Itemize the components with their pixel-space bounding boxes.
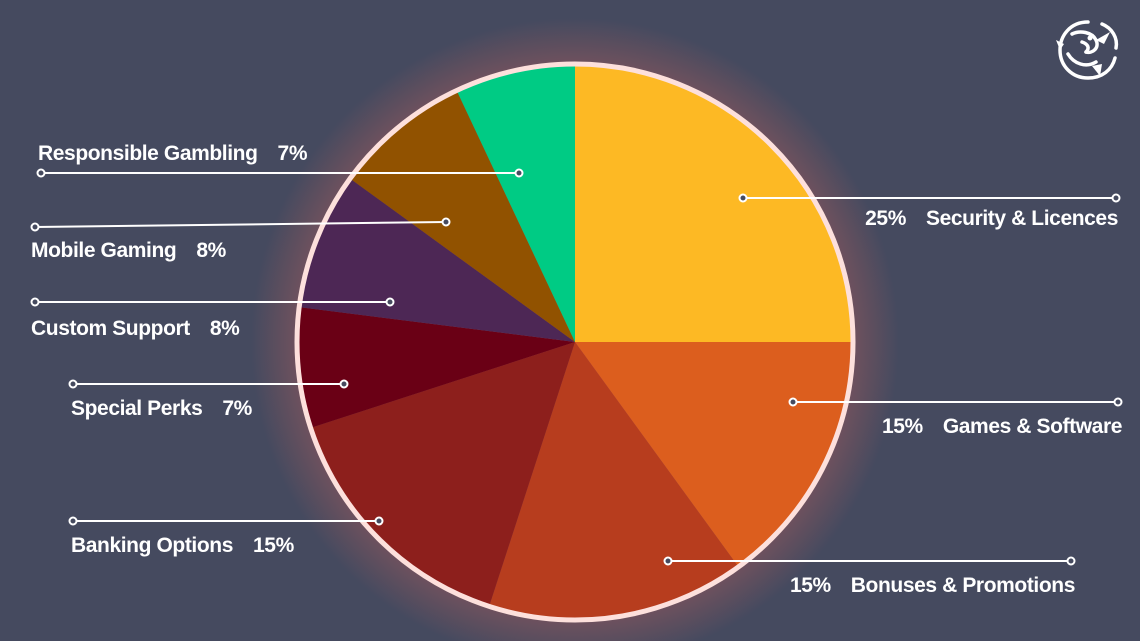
leader-dot-inner-mobile-gaming	[441, 217, 451, 227]
leader-dot-outer-security-and-licences	[1111, 193, 1121, 203]
leader-dot-outer-games-and-software	[1113, 397, 1123, 407]
pie-slice-games-and-software	[575, 342, 853, 567]
leader-dot-outer-special-perks	[68, 379, 78, 389]
slice-label-custom-support: Custom Support 8%	[31, 317, 240, 340]
slice-name: Security & Licences	[926, 207, 1118, 230]
leader-dot-outer-mobile-gaming	[30, 222, 40, 232]
slice-percent: 8%	[196, 239, 226, 262]
leader-dot-outer-responsible-gambling	[36, 168, 46, 178]
slice-label-mobile-gaming: Mobile Gaming 8%	[31, 239, 227, 262]
leader-dot-outer-bonuses-and-promotions	[1066, 556, 1076, 566]
leader-dot-outer-custom-support	[30, 297, 40, 307]
leader-dot-inner-responsible-gambling	[514, 168, 524, 178]
slice-name: Banking Options	[71, 534, 233, 557]
pie-labels: 25% Security & Licences 15% Games & Softwar…	[30, 142, 1123, 597]
leader-line-mobile-gaming	[34, 221, 447, 228]
dragon-logo-icon	[1056, 20, 1119, 80]
slice-percent: 7%	[278, 142, 308, 165]
leader-dot-inner-games-and-software	[788, 397, 798, 407]
slice-percent: 25%	[865, 207, 907, 230]
pie-slice-banking-options	[310, 342, 575, 607]
pie-slice-responsible-gambling	[456, 64, 575, 342]
pie-slice-bonuses-and-promotions	[489, 342, 739, 621]
pie-slices	[296, 64, 853, 621]
leader-dot-inner-special-perks	[339, 379, 349, 389]
pie-slice-security-and-licences	[575, 64, 853, 342]
slice-percent: 15%	[253, 534, 295, 557]
leader-dot-inner-custom-support	[385, 297, 395, 307]
slice-label-banking-options: Banking Options 15%	[71, 534, 295, 557]
slice-name: Responsible Gambling	[38, 142, 258, 165]
slice-percent: 8%	[210, 317, 240, 340]
pie-border	[294, 61, 856, 623]
slice-percent: 7%	[222, 397, 252, 420]
pie-slice-special-perks	[296, 307, 575, 428]
slice-label-bonuses-and-promotions: 15% Bonuses & Promotions	[790, 574, 1075, 597]
leader-dot-inner-security-and-licences	[738, 193, 748, 203]
slice-percent: 15%	[790, 574, 832, 597]
slice-name: Games & Software	[943, 415, 1122, 438]
slice-label-responsible-gambling: Responsible Gambling 7%	[38, 142, 308, 165]
leader-dot-inner-bonuses-and-promotions	[663, 556, 673, 566]
slice-label-security-and-licences: 25% Security & Licences	[865, 207, 1118, 230]
slice-name: Mobile Gaming	[31, 239, 176, 262]
leader-dot-inner-banking-options	[374, 516, 384, 526]
slice-name: Custom Support	[31, 317, 190, 340]
slice-name: Bonuses & Promotions	[851, 574, 1075, 597]
slice-name: Special Perks	[71, 397, 202, 420]
slice-label-special-perks: Special Perks 7%	[71, 397, 253, 420]
slice-percent: 15%	[882, 415, 924, 438]
pie-slice-mobile-gaming	[350, 90, 575, 343]
slice-label-games-and-software: 15% Games & Software	[882, 415, 1122, 438]
leader-dot-outer-banking-options	[68, 516, 78, 526]
